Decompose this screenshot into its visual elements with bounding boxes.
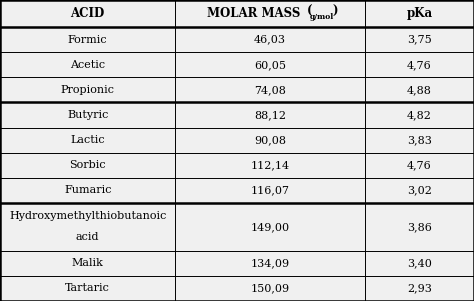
Text: 116,07: 116,07 — [251, 185, 290, 195]
Text: g/mol: g/mol — [310, 13, 335, 20]
Text: 3,40: 3,40 — [407, 258, 432, 268]
Text: 4,82: 4,82 — [407, 110, 432, 120]
Text: 46,03: 46,03 — [254, 35, 286, 45]
Text: 149,00: 149,00 — [251, 222, 290, 232]
Text: Propionic: Propionic — [61, 85, 115, 95]
Text: 3,83: 3,83 — [407, 135, 432, 145]
Text: Fumaric: Fumaric — [64, 185, 111, 195]
Text: Malik: Malik — [72, 258, 104, 268]
Text: Tartaric: Tartaric — [65, 284, 110, 293]
Text: ): ) — [333, 5, 338, 18]
Text: 150,09: 150,09 — [251, 284, 290, 293]
Text: 90,08: 90,08 — [254, 135, 286, 145]
Text: 4,76: 4,76 — [407, 160, 432, 170]
Text: 74,08: 74,08 — [254, 85, 286, 95]
Text: 3,75: 3,75 — [407, 35, 432, 45]
Text: 3,86: 3,86 — [407, 222, 432, 232]
Text: 2,93: 2,93 — [407, 284, 432, 293]
Text: 4,76: 4,76 — [407, 60, 432, 70]
Text: ACID: ACID — [71, 7, 105, 20]
Text: Lactic: Lactic — [70, 135, 105, 145]
Text: 4,88: 4,88 — [407, 85, 432, 95]
Text: acid: acid — [76, 232, 100, 242]
Text: pKa: pKa — [406, 7, 433, 20]
Text: 112,14: 112,14 — [251, 160, 290, 170]
Text: MOLAR MASS: MOLAR MASS — [207, 7, 300, 20]
Text: (: ( — [307, 5, 312, 18]
Text: Hydroxymethylthiobutanoic: Hydroxymethylthiobutanoic — [9, 211, 166, 221]
Text: Sorbic: Sorbic — [69, 160, 106, 170]
Text: 88,12: 88,12 — [254, 110, 286, 120]
Text: 134,09: 134,09 — [251, 258, 290, 268]
Text: 3,02: 3,02 — [407, 185, 432, 195]
Text: Acetic: Acetic — [70, 60, 105, 70]
Text: 60,05: 60,05 — [254, 60, 286, 70]
Text: Formic: Formic — [68, 35, 108, 45]
Text: Butyric: Butyric — [67, 110, 109, 120]
